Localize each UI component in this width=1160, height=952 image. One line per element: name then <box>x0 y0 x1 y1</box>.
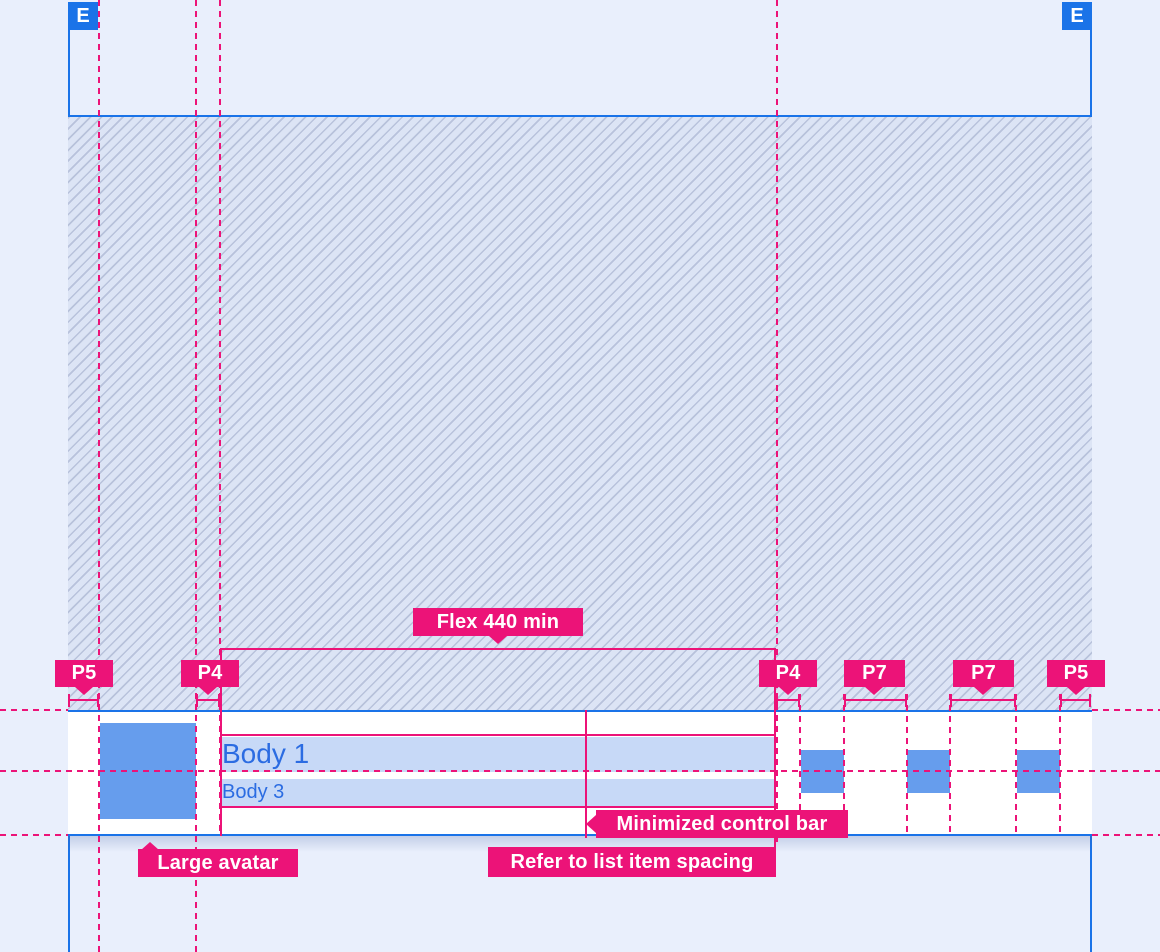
spacing-tag-p4-right-label: P4 <box>775 662 801 684</box>
arrow-down-icon <box>199 687 217 695</box>
edge-badge-right-label: E <box>1070 4 1084 27</box>
flex-min-callout: Flex 440 min <box>413 608 583 636</box>
control-bar-pointer-line <box>585 710 587 838</box>
flex-region-top-line <box>220 648 776 650</box>
arrow-down-icon <box>779 687 797 695</box>
spacing-tag-p5-right: P5 <box>1047 660 1105 687</box>
arrow-left-icon <box>586 815 596 833</box>
arrow-down-icon <box>489 636 507 644</box>
flex-region-left-line <box>220 648 222 836</box>
keyline-horizontal-top-left <box>0 709 68 711</box>
arrow-down-icon <box>865 687 883 695</box>
keyline-vertical-776 <box>776 0 778 847</box>
keyline-vertical-950 <box>949 694 951 836</box>
keyline-vertical-220 <box>219 0 221 836</box>
arrow-up-icon <box>141 842 159 850</box>
control-bar-shadow <box>68 836 1092 852</box>
bracket-p7-first <box>844 694 907 707</box>
keyline-vertical-98 <box>98 0 100 952</box>
keyline-horizontal-top-right <box>1092 709 1160 711</box>
spacing-tag-p4-left-label: P4 <box>197 662 223 684</box>
bracket-p7-second <box>950 694 1016 707</box>
spacing-tag-p7-first: P7 <box>844 660 905 687</box>
list-item-spacing-callout-label: Refer to list item spacing <box>510 850 754 873</box>
list-item-spacing-callout: Refer to list item spacing <box>488 847 776 877</box>
keyline-vertical-1016 <box>1015 694 1017 836</box>
keyline-horizontal-bottom-right <box>1092 834 1160 836</box>
keyline-horizontal-center <box>0 770 1160 772</box>
keyline-vertical-800 <box>799 694 801 836</box>
minimized-control-bar-callout: Minimized control bar <box>596 810 848 838</box>
spacing-tag-p4-left: P4 <box>181 660 239 687</box>
bracket-p4-right <box>776 694 800 707</box>
spacing-tag-p5-left: P5 <box>55 660 113 687</box>
minimized-control-bar-callout-label: Minimized control bar <box>616 812 828 835</box>
keyline-vertical-196 <box>195 0 197 952</box>
keyline-horizontal-bottom-left <box>0 834 68 836</box>
body1-text-row: Body 1 <box>222 737 774 772</box>
spacing-tag-p5-right-label: P5 <box>1063 662 1089 684</box>
large-avatar-callout-label: Large avatar <box>157 851 279 874</box>
spacing-tag-p4-right: P4 <box>759 660 817 687</box>
edge-badge-right: E <box>1062 2 1092 30</box>
flex-min-callout-label: Flex 440 min <box>436 610 560 633</box>
body3-text-row: Body 3 <box>222 779 774 806</box>
edge-badge-left-label: E <box>76 4 90 27</box>
edge-badge-left: E <box>68 2 98 30</box>
body3-label: Body 3 <box>222 781 285 803</box>
bracket-p4-left <box>196 694 220 707</box>
keyline-vertical-907 <box>906 694 908 836</box>
spacing-tag-p7-first-label: P7 <box>862 662 887 684</box>
spacing-tag-p7-second-label: P7 <box>971 662 996 684</box>
flex-region-right-line <box>774 648 776 847</box>
keyline-vertical-1060 <box>1059 694 1061 836</box>
bracket-p5-left <box>68 694 99 707</box>
bracket-p5-right <box>1060 694 1091 707</box>
arrow-down-icon <box>1067 687 1085 695</box>
keyline-vertical-844 <box>843 694 845 836</box>
spacing-tag-p7-second: P7 <box>953 660 1014 687</box>
large-avatar-callout: Large avatar <box>138 849 298 877</box>
body1-label: Body 1 <box>222 738 310 769</box>
arrow-down-icon <box>974 687 992 695</box>
arrow-down-icon <box>75 687 93 695</box>
spacing-tag-p5-left-label: P5 <box>71 662 97 684</box>
